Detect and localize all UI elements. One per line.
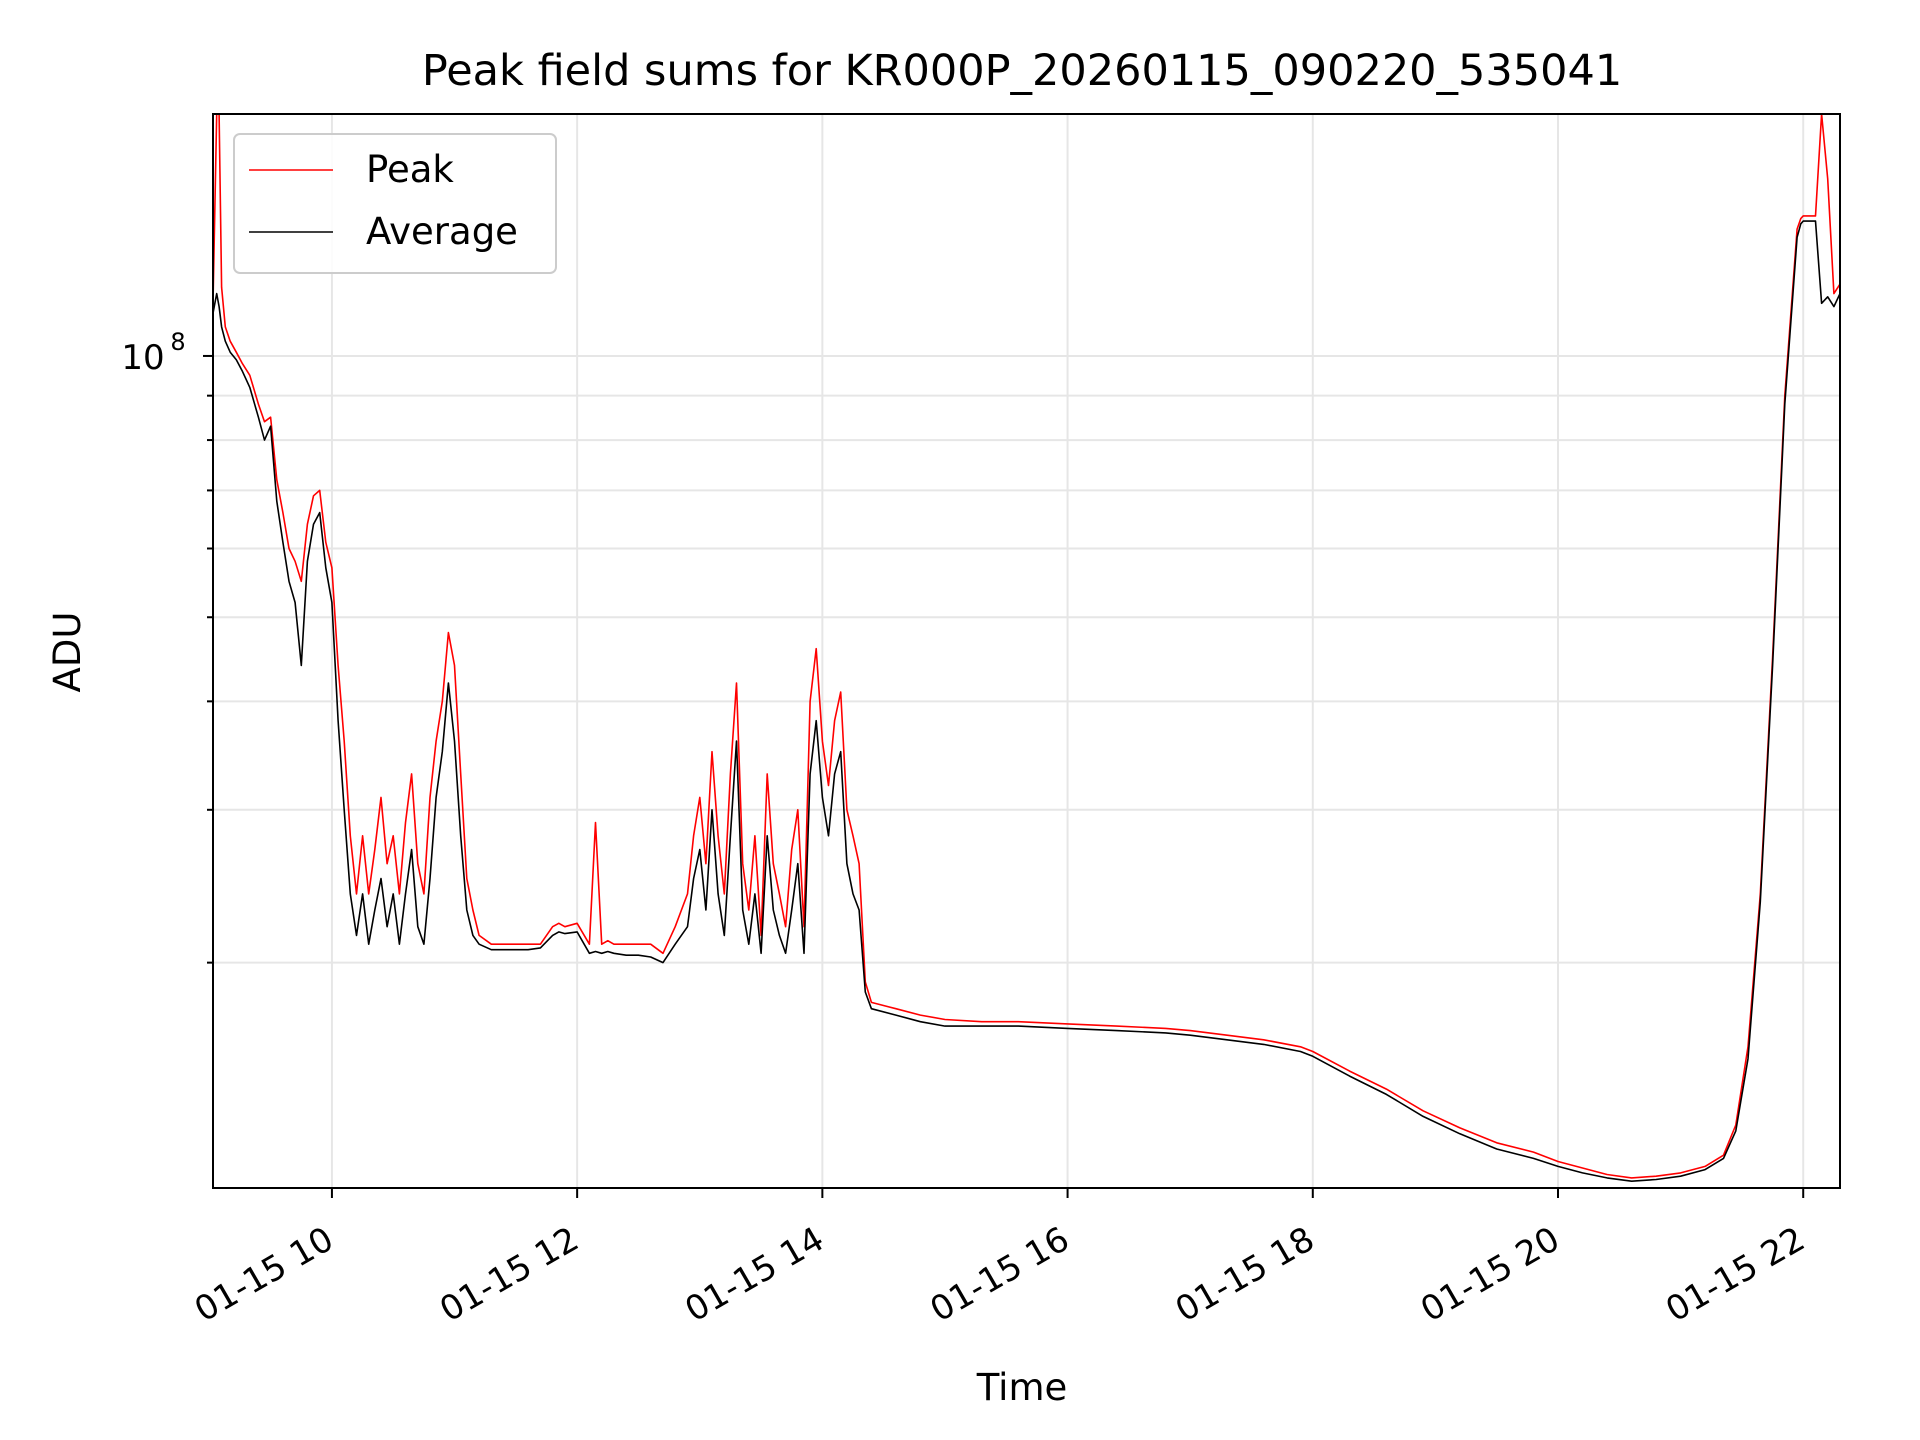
y-tick-label-base: 10 bbox=[121, 338, 164, 378]
y-tick-label-exponent: 8 bbox=[170, 328, 185, 356]
plot-area-frame bbox=[212, 113, 1841, 1189]
chart-title: Peak field sums for KR000P_20260115_0902… bbox=[422, 46, 1622, 96]
series-layer bbox=[213, 114, 1840, 1182]
x-axis-label: Time bbox=[976, 1366, 1068, 1409]
series-line-average bbox=[213, 220, 1840, 1182]
y-axis-label: ADU bbox=[46, 612, 89, 693]
legend: Peak Average bbox=[233, 133, 557, 274]
legend-box bbox=[233, 133, 557, 274]
series-line-peak bbox=[213, 114, 1840, 1179]
legend-label-peak: Peak bbox=[366, 148, 454, 191]
y-axis-ticks: 10 8 bbox=[121, 328, 213, 964]
legend-label-average: Average bbox=[366, 210, 518, 253]
grid-lines bbox=[213, 114, 1840, 1188]
